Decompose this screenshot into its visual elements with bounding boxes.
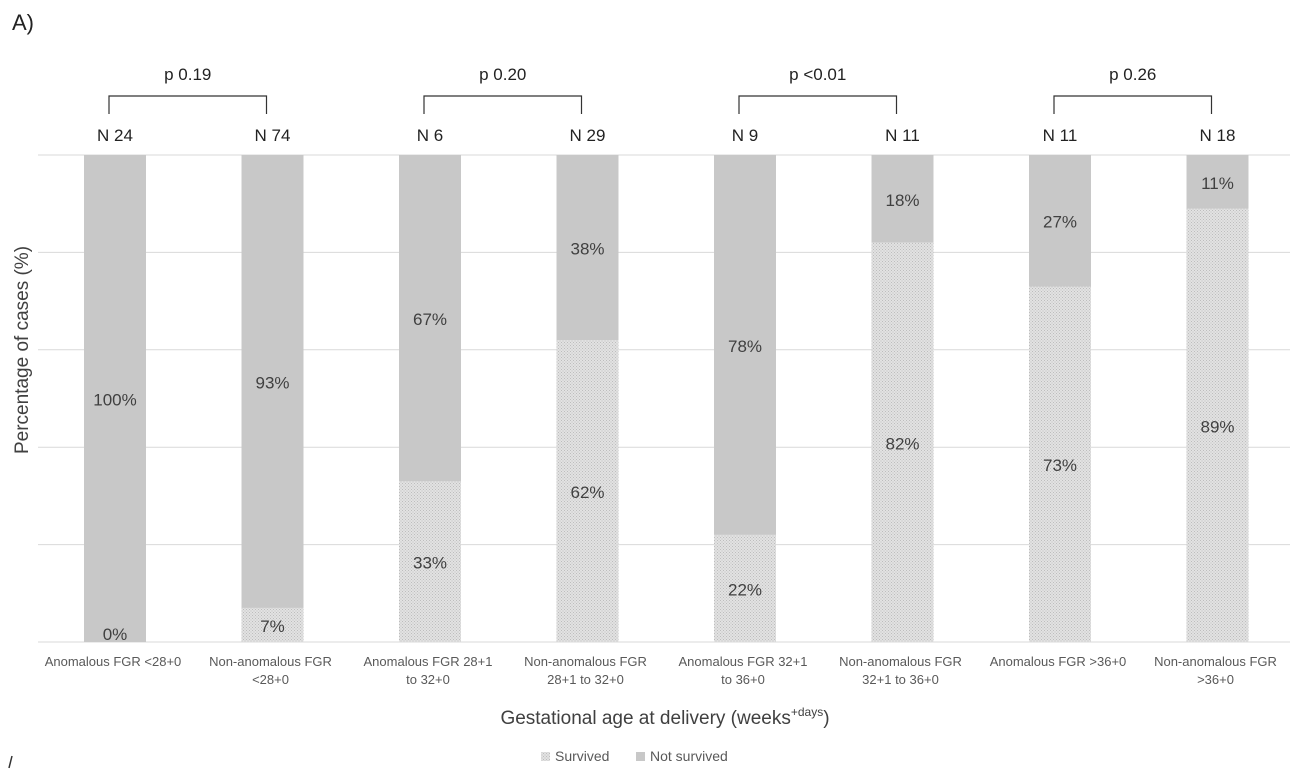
n-labels: N 24 N 74 N 6 N 29 N 9 N 11 N 11 N 18 — [97, 126, 1235, 145]
category-label-line: Anomalous FGR 28+1 — [364, 654, 493, 669]
legend-label-survived: Survived — [555, 748, 609, 764]
bar-not-survived — [871, 155, 934, 243]
comparison-bracket — [738, 95, 898, 114]
y-axis-label: Percentage of cases (%) — [12, 246, 33, 454]
category-label-line: Non-anomalous FGR — [524, 654, 647, 669]
category-label: Anomalous FGR 28+1 to 32+0 — [364, 654, 493, 687]
category-label: Non-anomalous FGR >36+0 — [1154, 654, 1277, 687]
bar-labels: 0% 100% 7% 93% 33% 67% 62% 38% 22% 78% 82% 18% 73% 27… — [93, 174, 1234, 644]
category-label: Non-anomalous FGR 32+1 to 36+0 — [839, 654, 962, 687]
bars — [84, 155, 1249, 642]
category-label-line: to 32+0 — [406, 672, 450, 687]
x-axis-label-superscript: +days — [791, 705, 823, 719]
comparison-bracket — [108, 95, 268, 114]
n-label: N 24 — [97, 126, 133, 145]
n-label: N 11 — [1043, 126, 1078, 145]
n-label: N 9 — [732, 126, 758, 145]
bar-survived — [399, 481, 461, 642]
data-label-survived: 62% — [570, 483, 604, 502]
bar-not-survived — [1029, 155, 1091, 287]
category-label-line: <28+0 — [252, 672, 289, 687]
category-labels: Anomalous FGR <28+0 Non-anomalous FGR <28+… — [45, 654, 1277, 687]
panel-label: A) — [12, 10, 34, 35]
data-label-not-survived: 38% — [570, 240, 604, 259]
p-value-label: p 0.19 — [164, 65, 211, 84]
bar-survived — [714, 534, 776, 642]
x-axis-label-suffix: ) — [823, 708, 829, 729]
n-label: N 18 — [1200, 126, 1236, 145]
n-label: N 74 — [255, 126, 291, 145]
data-label-not-survived: 93% — [255, 373, 289, 392]
bar-not-survived — [556, 155, 619, 341]
p-value-label: p <0.01 — [789, 65, 846, 84]
comparison-brackets: p 0.19 p 0.20 p <0.01 p 0.26 — [108, 65, 1213, 114]
n-label: N 6 — [417, 126, 443, 145]
legend-swatch-not-survived — [636, 752, 645, 761]
legend-label-not-survived: Not survived — [650, 748, 728, 764]
data-label-survived: 7% — [260, 617, 285, 636]
bar-not-survived — [714, 155, 776, 535]
category-label-line: Anomalous FGR >36+0 — [990, 654, 1127, 669]
category-label-line: 28+1 to 32+0 — [547, 672, 624, 687]
data-label-not-survived: 100% — [93, 391, 136, 410]
category-label-line: 32+1 to 36+0 — [862, 672, 939, 687]
n-label: N 29 — [570, 126, 606, 145]
category-label-line: Non-anomalous FGR — [1154, 654, 1277, 669]
bar-not-survived — [84, 155, 146, 642]
bar-survived — [871, 242, 934, 642]
data-label-not-survived: 18% — [885, 191, 919, 210]
category-label: Anomalous FGR >36+0 — [990, 654, 1127, 669]
legend-swatch-survived — [541, 752, 550, 761]
data-label-survived: 33% — [413, 554, 447, 573]
bar-not-survived — [1186, 155, 1249, 209]
gridlines — [38, 154, 1290, 643]
p-value-label: p 0.20 — [479, 65, 526, 84]
category-label-line: Non-anomalous FGR — [839, 654, 962, 669]
category-label-line: to 36+0 — [721, 672, 765, 687]
data-label-not-survived: 67% — [413, 310, 447, 329]
category-label-line: Anomalous FGR <28+0 — [45, 654, 182, 669]
category-label: Anomalous FGR 32+1 to 36+0 — [679, 654, 808, 687]
bar-survived — [241, 607, 304, 642]
n-label: N 11 — [885, 126, 920, 145]
legend: Survived Not survived — [541, 748, 728, 764]
partial-axis-mark — [8, 755, 13, 769]
category-label: Non-anomalous FGR <28+0 — [209, 654, 332, 687]
bar-not-survived — [399, 155, 461, 482]
data-label-survived: 0% — [103, 625, 128, 644]
x-axis-label: Gestational age at delivery (weeks+days) — [500, 705, 829, 729]
data-label-not-survived: 11% — [1201, 174, 1234, 193]
category-label-line: Anomalous FGR 32+1 — [679, 654, 808, 669]
data-label-survived: 82% — [885, 434, 919, 453]
category-label-line: Non-anomalous FGR — [209, 654, 332, 669]
bar-survived — [1029, 286, 1091, 642]
bar-not-survived — [241, 155, 304, 608]
category-label: Non-anomalous FGR 28+1 to 32+0 — [524, 654, 647, 687]
comparison-bracket — [423, 95, 583, 114]
category-label-line: >36+0 — [1197, 672, 1234, 687]
data-label-survived: 73% — [1043, 456, 1077, 475]
data-label-not-survived: 27% — [1043, 213, 1077, 232]
x-axis-label-main: Gestational age at delivery (weeks — [500, 708, 790, 729]
p-value-label: p 0.26 — [1109, 65, 1156, 84]
category-label: Anomalous FGR <28+0 — [45, 654, 182, 669]
data-label-survived: 89% — [1200, 417, 1234, 436]
data-label-not-survived: 78% — [728, 337, 762, 356]
bar-survived — [556, 340, 619, 642]
bar-survived — [1186, 208, 1249, 642]
comparison-bracket — [1053, 95, 1213, 114]
data-label-survived: 22% — [728, 580, 762, 599]
